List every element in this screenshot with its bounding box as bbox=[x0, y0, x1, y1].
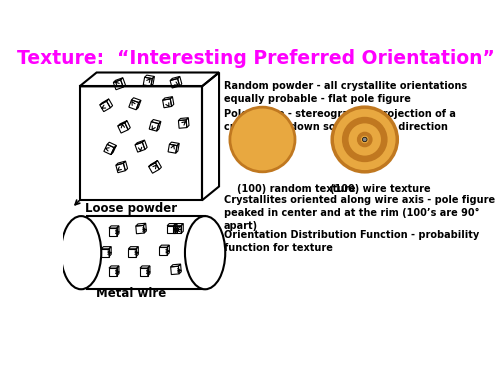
Text: Orientation Distribution Function - probability
function for texture: Orientation Distribution Function - prob… bbox=[224, 230, 479, 253]
Text: (100) wire texture: (100) wire texture bbox=[330, 184, 430, 194]
Text: Random powder - all crystallite orientations
equally probable - flat pole figure: Random powder - all crystallite orientat… bbox=[224, 81, 467, 104]
Text: Crystallites oriented along wire axis - pole figure
peaked in center and at the : Crystallites oriented along wire axis - … bbox=[224, 195, 495, 232]
Ellipse shape bbox=[61, 216, 101, 289]
Text: Loose powder: Loose powder bbox=[84, 202, 177, 215]
Circle shape bbox=[362, 137, 367, 142]
Text: Texture:  “Interesting Preferred Orientation”: Texture: “Interesting Preferred Orientat… bbox=[18, 49, 495, 68]
Circle shape bbox=[332, 107, 398, 172]
Circle shape bbox=[358, 132, 372, 147]
Text: Metal wire: Metal wire bbox=[96, 287, 166, 300]
Circle shape bbox=[342, 117, 387, 161]
Text: Pole figure - stereographic projection of a
crystal axis down some sample direct: Pole figure - stereographic projection o… bbox=[224, 109, 456, 132]
Circle shape bbox=[360, 135, 369, 144]
Circle shape bbox=[230, 107, 295, 172]
Ellipse shape bbox=[185, 216, 225, 289]
Text: (100) random texture: (100) random texture bbox=[237, 184, 356, 194]
Circle shape bbox=[348, 123, 382, 156]
